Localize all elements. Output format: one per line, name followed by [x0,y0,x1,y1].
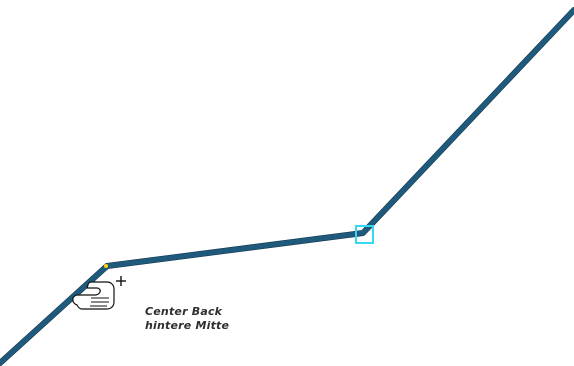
pattern-line[interactable] [0,10,574,363]
pattern-point-marker[interactable] [104,264,108,268]
pattern-label: Center Back hintere Mitte [145,305,285,333]
pattern-label-line-2: hintere Mitte [145,319,285,333]
pattern-line-shadow [0,10,574,363]
pattern-label-line-1: Center Back [145,305,285,319]
